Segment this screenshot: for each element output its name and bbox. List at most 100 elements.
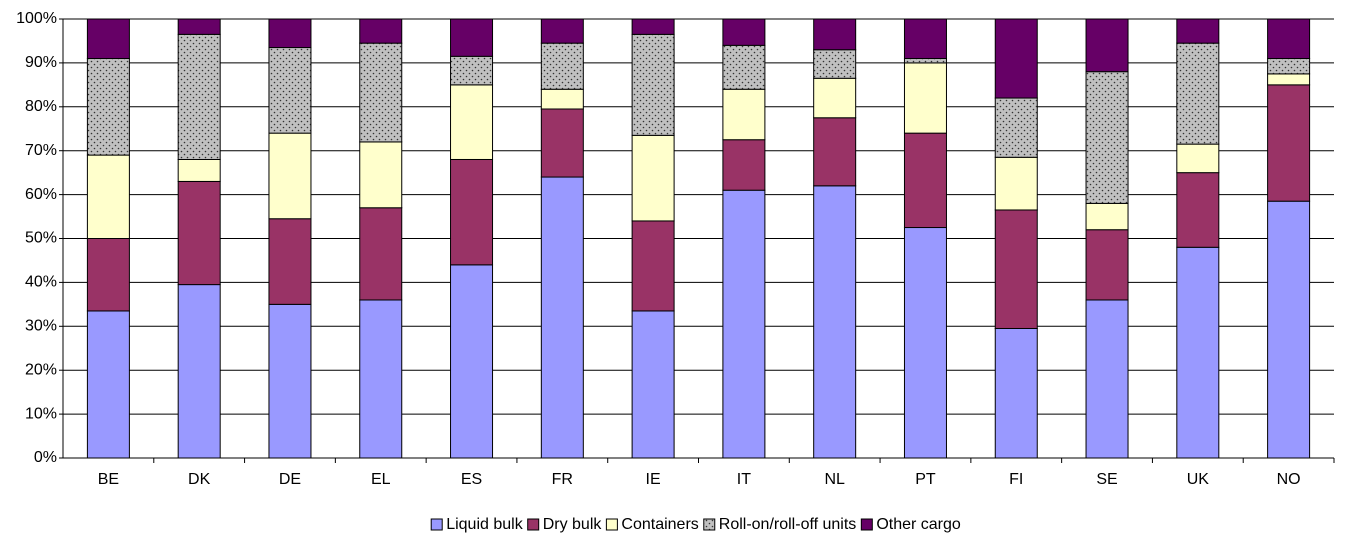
bar-segment xyxy=(359,299,403,459)
legend-swatch xyxy=(703,518,716,531)
bar-segment xyxy=(86,18,130,60)
legend-label: Roll-on/roll-off units xyxy=(719,516,857,533)
bar-segment xyxy=(722,139,766,191)
bar-segment xyxy=(450,55,494,86)
x-tick-label: DE xyxy=(279,471,301,488)
bar-segment xyxy=(903,227,947,459)
bar-segment xyxy=(1085,299,1129,459)
x-tick-label: IT xyxy=(737,471,751,488)
bar-segment xyxy=(359,141,403,209)
bar-segment xyxy=(359,18,403,44)
bar-segment xyxy=(1085,71,1129,204)
bar-segment xyxy=(1267,84,1311,202)
legend-swatch xyxy=(860,518,873,531)
bar-segment xyxy=(813,49,857,79)
bar-segment xyxy=(86,310,130,459)
bar-segment xyxy=(631,134,675,222)
bar-segment xyxy=(1267,200,1311,459)
x-tick-label: BE xyxy=(98,471,119,488)
bar-segment xyxy=(450,84,494,160)
bar-segment xyxy=(994,18,1038,99)
y-tick-label: 20% xyxy=(25,361,57,378)
bar-segment xyxy=(813,185,857,459)
legend-swatch xyxy=(605,518,618,531)
x-tick-label: NO xyxy=(1277,471,1301,488)
bar-segment xyxy=(359,207,403,301)
legend-label: Dry bulk xyxy=(543,516,603,533)
bar-segment xyxy=(177,33,221,160)
bar-segment xyxy=(1085,202,1129,231)
bar-segment xyxy=(631,310,675,459)
x-tick-label: SE xyxy=(1096,471,1117,488)
x-tick-label: DK xyxy=(188,471,211,488)
legend-swatch xyxy=(527,518,540,531)
bar-segment xyxy=(177,284,221,459)
bar-segment xyxy=(268,18,312,49)
y-tick-label: 80% xyxy=(25,98,57,115)
bar-segment xyxy=(631,33,675,136)
y-tick-label: 10% xyxy=(25,405,57,422)
bar-segment xyxy=(540,176,584,459)
y-tick-label: 30% xyxy=(25,318,57,335)
bar-segment xyxy=(86,238,130,312)
y-tick-label: 60% xyxy=(25,186,57,203)
bar-segment xyxy=(1176,143,1220,174)
bar-segment xyxy=(177,180,221,286)
bar-segment xyxy=(903,18,947,60)
bar-segment xyxy=(903,62,947,134)
bar-segment xyxy=(1085,229,1129,301)
bar-segment xyxy=(813,117,857,187)
bar-segment xyxy=(903,132,947,229)
bar-segment xyxy=(450,264,494,459)
bar-segment xyxy=(722,189,766,459)
bar-segment xyxy=(994,327,1038,459)
bar-segment xyxy=(903,58,947,64)
x-tick-label: FR xyxy=(552,471,573,488)
bar-segment xyxy=(631,220,675,312)
legend-label: Other cargo xyxy=(876,516,961,533)
bar-segment xyxy=(540,42,584,90)
bar-segment xyxy=(268,47,312,134)
bar-segment xyxy=(1176,172,1220,248)
bar-segment xyxy=(1176,246,1220,459)
bar-segment xyxy=(268,132,312,220)
bar-segment xyxy=(722,88,766,141)
bar-segment xyxy=(722,18,766,46)
bar-segment xyxy=(1176,18,1220,44)
bar-segment xyxy=(722,44,766,90)
x-tick-label: PT xyxy=(915,471,936,488)
y-tick-label: 0% xyxy=(34,449,57,466)
bar-segment xyxy=(540,18,584,44)
y-tick-label: 100% xyxy=(16,10,57,27)
bar-segment xyxy=(994,156,1038,211)
bar-segment xyxy=(540,88,584,110)
legend-label: Containers xyxy=(621,516,698,533)
bar-segment xyxy=(268,218,312,305)
bar-segment xyxy=(994,209,1038,329)
x-tick-label: FI xyxy=(1009,471,1023,488)
bar-segment xyxy=(813,77,857,119)
bar-segment xyxy=(631,18,675,35)
bar-segment xyxy=(813,18,857,51)
bar-segment xyxy=(540,108,584,178)
x-tick-label: UK xyxy=(1187,471,1210,488)
y-tick-label: 50% xyxy=(25,230,57,247)
bar-segment xyxy=(268,303,312,459)
bar-segment xyxy=(86,154,130,239)
bar-segment xyxy=(1176,42,1220,145)
bar-segment xyxy=(1267,18,1311,60)
y-tick-label: 40% xyxy=(25,274,57,291)
bar-segment xyxy=(450,18,494,57)
legend-swatch xyxy=(430,518,443,531)
bar-segment xyxy=(450,158,494,266)
bar-segment xyxy=(177,158,221,182)
y-tick-label: 90% xyxy=(25,54,57,71)
y-tick-label: 70% xyxy=(25,142,57,159)
bar-segment xyxy=(994,97,1038,158)
bar-segment xyxy=(86,58,130,156)
x-tick-label: IE xyxy=(646,471,661,488)
x-tick-label: ES xyxy=(461,471,482,488)
legend-label: Liquid bulk xyxy=(446,516,524,533)
bar-segment xyxy=(359,42,403,143)
